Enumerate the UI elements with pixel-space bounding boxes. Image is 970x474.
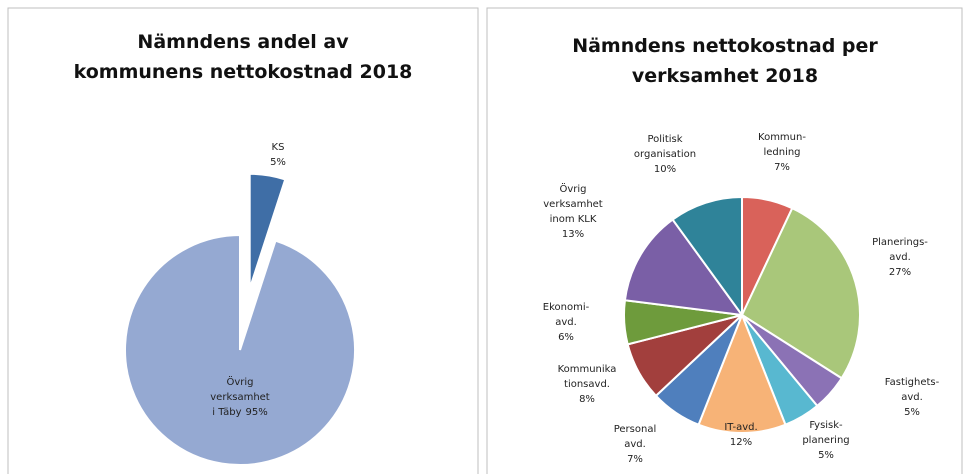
category-label: KS <box>272 142 285 153</box>
chart-title: kommunens nettokostnad 2018 <box>74 61 413 83</box>
value-label: 10% <box>654 164 676 175</box>
category-label: Kommunika <box>558 364 617 375</box>
value-label: 12% <box>730 437 752 448</box>
category-label: Fysisk- <box>809 420 843 431</box>
category-label: avd. <box>889 252 911 263</box>
chart-title: Nämndens andel av <box>137 31 349 53</box>
pie-slice <box>740 206 861 380</box>
category-label: Kommun- <box>758 132 806 143</box>
slice-label: Fysisk-planering 5% <box>802 420 849 461</box>
category-label: inom KLK <box>550 214 597 225</box>
value-label: 27% <box>889 267 911 278</box>
category-label: avd. <box>624 439 646 450</box>
category-label: Övrig <box>559 182 586 195</box>
chart-title: verksamhet 2018 <box>632 65 818 87</box>
value-label: 7% <box>627 454 643 465</box>
slice-label: Fastighets-avd. 5% <box>885 377 940 418</box>
category-label: tionsavd. <box>564 379 610 390</box>
slice-label: Övrig verksamhet inom KLK 13% <box>543 182 603 240</box>
category-label: verksamhet <box>210 392 270 403</box>
chart-title: Nämndens nettokostnad per <box>572 35 878 57</box>
slice-label: Kommun-ledning 7% <box>758 132 806 173</box>
slice-label: Ekonomi-avd. 6% <box>543 302 590 343</box>
value-label: 13% <box>562 229 584 240</box>
category-label: Ekonomi- <box>543 302 590 313</box>
pie-slice <box>697 312 787 434</box>
value-label: 5% <box>818 450 834 461</box>
slice-label: Planerings-avd. 27% <box>872 237 928 278</box>
value-label: 7% <box>774 162 790 173</box>
slice-label: Övrig verksamhet i Täby 95% <box>210 375 270 418</box>
category-label: Övrig <box>226 375 253 388</box>
value-label: 95% <box>246 407 268 418</box>
category-label: avd. <box>555 317 577 328</box>
category-label: Politisk <box>647 134 682 145</box>
slice-label: Personal avd. 7% <box>614 424 657 465</box>
value-label: 6% <box>558 332 574 343</box>
category-label: avd. <box>901 392 923 403</box>
pie-slice <box>671 195 743 319</box>
category-label: ledning <box>763 147 800 158</box>
slice-label: Kommunika tionsavd. 8% <box>558 364 617 405</box>
pie-slice <box>623 218 745 317</box>
slice-label: KS 5% <box>270 142 286 168</box>
category-label: i Täby <box>212 407 241 418</box>
category-label: organisation <box>634 149 696 160</box>
category-label: verksamhet <box>543 199 603 210</box>
value-label: 5% <box>270 157 286 168</box>
category-label: Fastighets- <box>885 377 940 388</box>
category-label: IT-avd. <box>724 422 757 433</box>
category-label: planering <box>802 435 849 446</box>
value-label: 5% <box>904 407 920 418</box>
pie-slice <box>248 172 287 290</box>
slice-label: IT-avd. 12% <box>724 422 757 448</box>
value-label: 8% <box>579 394 595 405</box>
pie-slice <box>124 233 356 466</box>
category-label: Personal <box>614 424 657 435</box>
category-label: Planerings- <box>872 237 928 248</box>
slice-label: Politisk organisation 10% <box>634 134 696 175</box>
